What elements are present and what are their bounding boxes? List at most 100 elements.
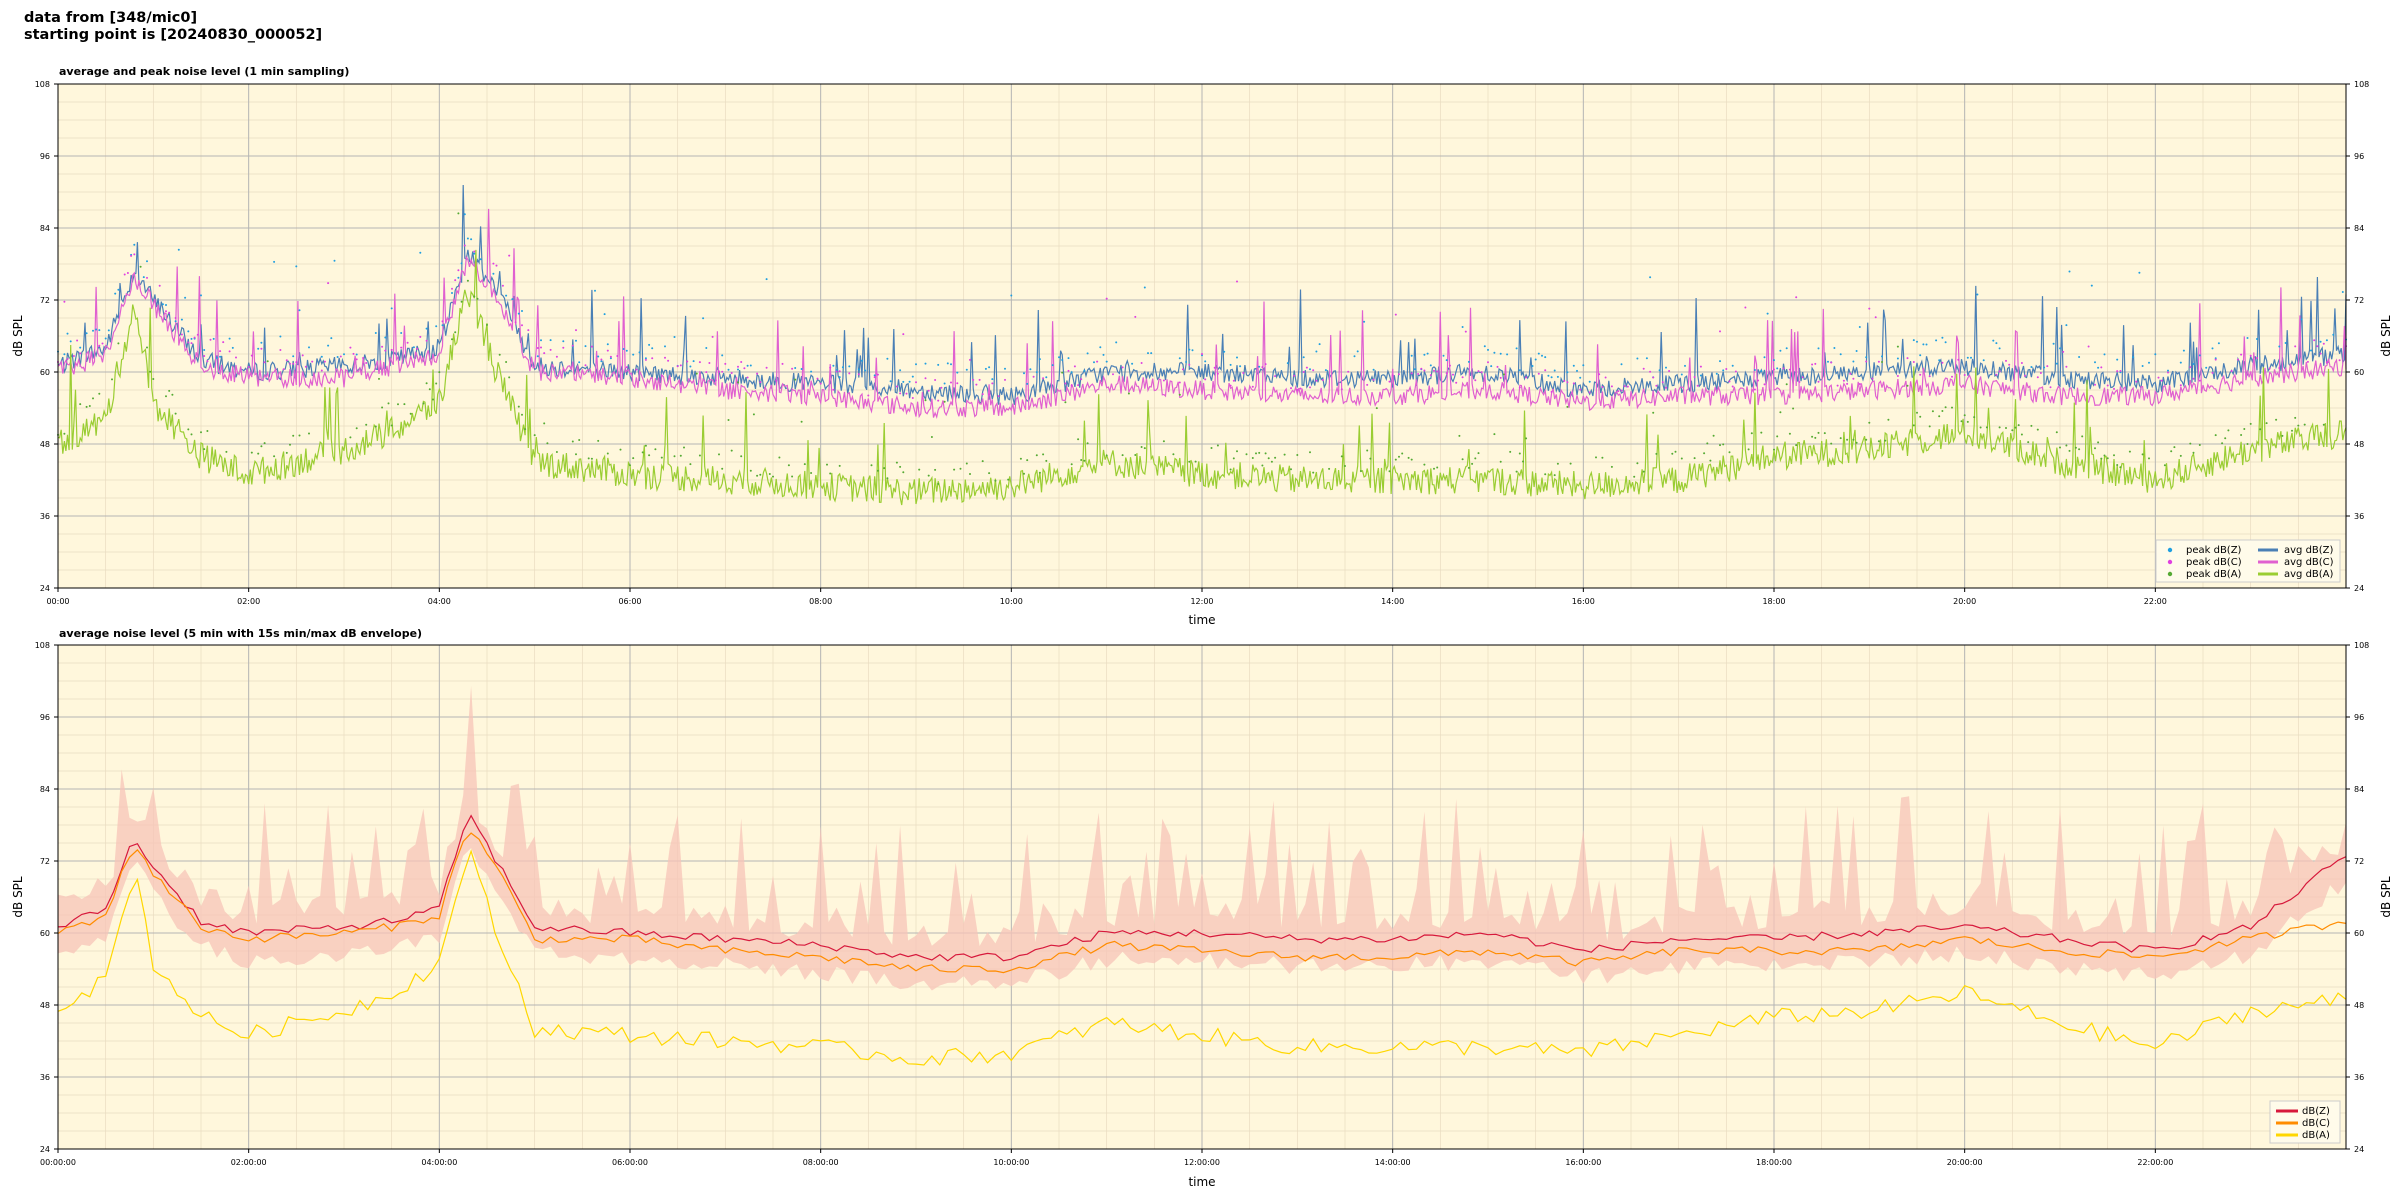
peak-dot-1 [2039,372,2042,374]
peak-dot-0 [1493,351,1496,354]
peak-dot-0 [2138,271,2141,274]
peak-dot-0 [1992,339,1995,342]
peak-dot-0 [2205,366,2208,369]
peak-dot-1 [327,282,330,285]
peak-dot-1 [835,370,838,373]
peak-dot-0 [1547,374,1550,377]
peak-dot-2 [1896,345,1899,348]
peak-dot-2 [1785,383,1788,386]
peak-dot-0 [578,361,581,364]
peak-dot-1 [816,377,819,380]
peak-dot-1 [1429,374,1432,377]
peak-dot-1 [1836,384,1839,387]
peak-dot-1 [1655,384,1658,387]
peak-dot-2 [1433,467,1435,470]
peak-dot-0 [390,307,393,310]
peak-dot-1 [1242,372,1245,374]
peak-dot-1 [956,382,959,385]
y-tick-label-left: 24 [40,584,50,593]
peak-dot-1 [1731,385,1734,388]
series-line-0 [57,184,2347,405]
peak-dot-0 [1817,347,1820,350]
peak-dot-2 [190,433,193,436]
peak-dot-1 [320,369,323,372]
peak-dot-2 [803,463,806,466]
peak-dot-0 [1541,354,1543,357]
peak-dot-0 [835,369,838,372]
peak-dot-1 [590,345,593,348]
peak-dot-1 [292,362,295,365]
y-tick-label-right: 72 [2354,857,2364,866]
peak-dot-2 [505,361,508,363]
peak-dot-2 [791,475,794,478]
peak-dot-2 [425,382,428,385]
peak-dot-0 [609,357,612,360]
peak-dot-1 [501,284,504,287]
peak-dot-1 [349,346,352,349]
peak-dot-0 [184,296,187,299]
peak-dot-1 [2008,363,2011,366]
peak-dot-1 [2211,371,2214,374]
peak-dot-2 [1140,446,1143,448]
peak-dot-2 [1178,393,1181,396]
peak-dot-2 [1652,411,1655,414]
peak-dot-2 [1610,465,1613,468]
peak-dot-0 [1178,357,1181,360]
peak-dot-1 [1096,360,1099,363]
peak-dot-1 [2094,383,2096,386]
peak-dot-0 [1102,353,1105,356]
peak-dot-1 [1788,368,1791,371]
peak-dot-1 [355,358,358,361]
peak-dot-0 [2256,338,2258,340]
peak-dot-1 [1963,374,1966,376]
peak-dot-1 [2338,359,2341,362]
peak-dot-1 [1617,390,1620,393]
peak-dot-0 [333,259,336,262]
peak-dot-2 [870,464,873,467]
peak-dot-2 [924,399,927,402]
peak-dot-1 [381,345,384,348]
peak-dot-2 [543,422,546,425]
peak-dot-2 [1830,442,1833,445]
peak-dot-2 [1023,472,1025,475]
peak-dot-1 [1699,365,1702,368]
peak-dot-2 [1007,478,1010,481]
peak-dot-2 [1938,415,1941,418]
peak-dot-2 [756,474,759,477]
peak-dot-0 [273,260,276,263]
dbz-envelope-band [58,685,2346,991]
peak-dot-1 [1290,387,1292,390]
peak-dot-1 [282,368,285,371]
peak-dot-2 [2036,428,2039,431]
peak-dot-1 [857,373,860,376]
peak-dot-2 [1162,440,1165,443]
peak-dot-1 [562,346,565,349]
peak-dot-2 [1680,457,1683,460]
peak-dot-0 [177,248,180,251]
peak-dot-0 [425,327,428,330]
peak-dot-2 [1877,440,1880,443]
peak-dot-0 [1461,326,1464,328]
peak-dot-0 [1753,369,1756,371]
peak-dot-0 [2179,361,2182,364]
peak-dot-2 [1595,456,1597,459]
peak-dot-2 [1477,452,1480,455]
peak-dot-0 [2167,369,2169,372]
peak-dot-2 [1026,459,1029,462]
panel-2-legend: dB(Z) dB(C) dB(A) [2269,1100,2341,1144]
x-tick-label: 18:00 [1762,597,1785,606]
x-tick-label: 06:00 [618,597,641,606]
panel-2-series [57,685,2347,1066]
peak-dot-0 [1684,364,1686,367]
peak-dot-1 [1201,353,1203,355]
peak-dot-0 [1499,352,1502,355]
peak-dot-0 [1105,360,1108,363]
peak-dot-0 [1315,350,1318,353]
y-tick-label-right: 84 [2354,785,2364,794]
peak-dot-2 [1407,456,1410,459]
peak-dot-1 [406,341,409,344]
legend-avg-c-label: avg dB(C) [2284,557,2334,568]
peak-dot-1 [1588,391,1591,394]
peak-dot-2 [2243,428,2246,430]
peak-dot-1 [1846,382,1849,385]
